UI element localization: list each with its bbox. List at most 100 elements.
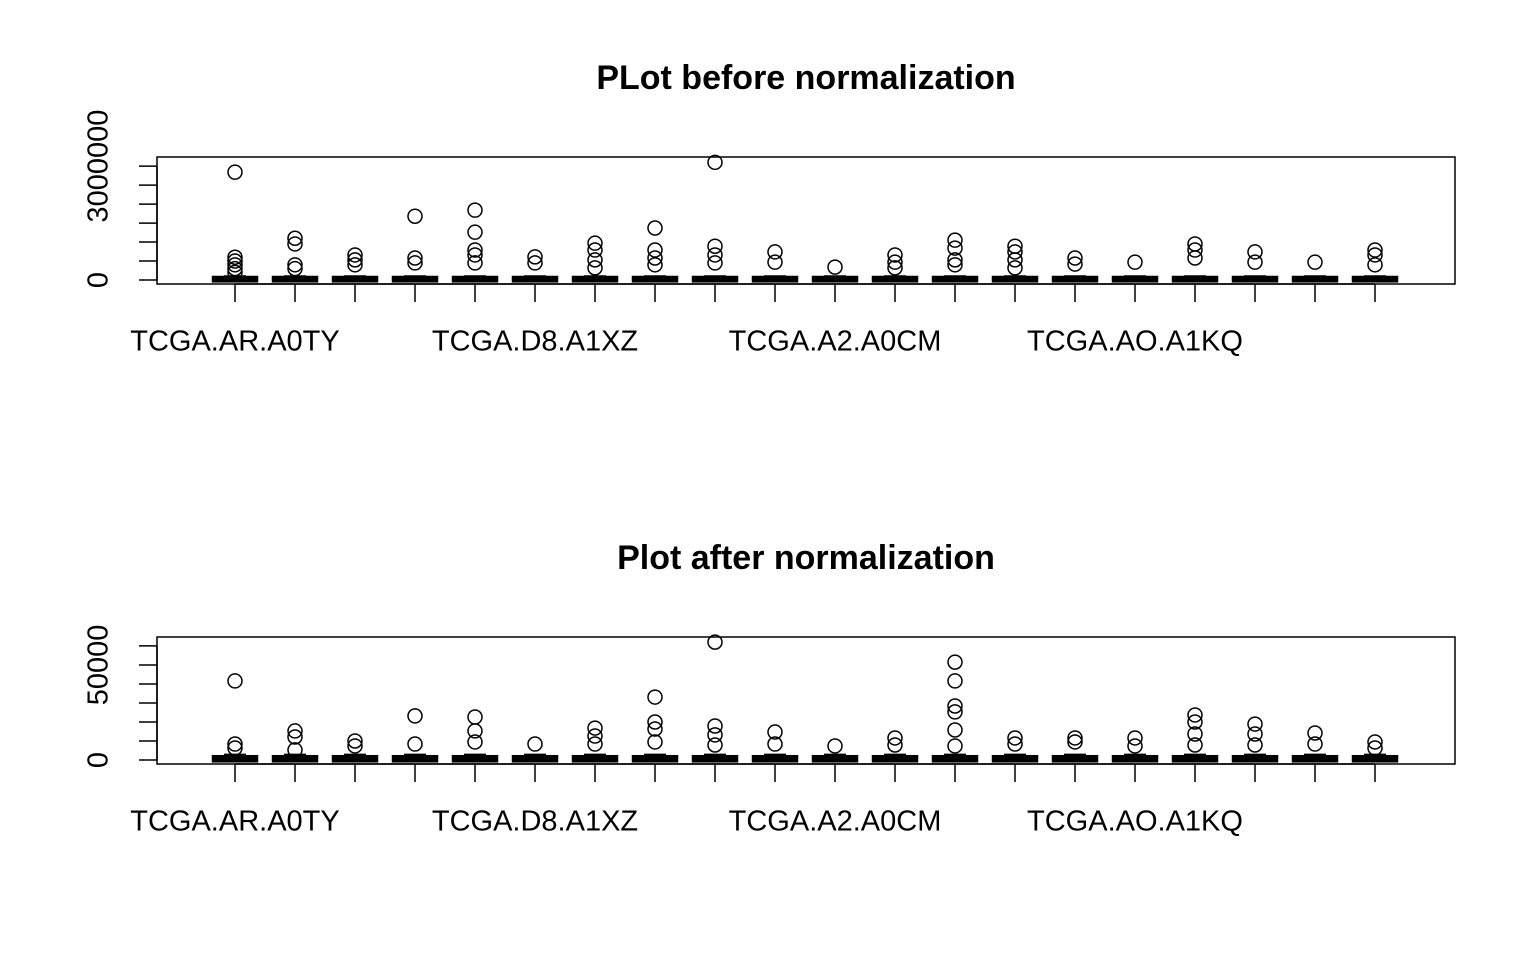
outlier	[287, 257, 303, 273]
x-tick-label: TCGA.D8.A1XZ	[432, 806, 638, 838]
outlier	[587, 260, 603, 276]
outlier	[227, 260, 243, 277]
outlier	[1187, 250, 1203, 266]
outlier	[647, 257, 663, 273]
outlier	[1067, 250, 1083, 266]
outlier	[587, 720, 603, 736]
x-tick-label: TCGA.AR.A0TY	[130, 326, 340, 358]
outlier	[707, 634, 723, 650]
y-tick-label: 0	[83, 752, 115, 768]
outlier	[1247, 726, 1263, 742]
outlier	[707, 238, 723, 254]
outlier	[947, 240, 963, 256]
outlier	[647, 734, 663, 750]
outlier	[887, 254, 903, 270]
outlier	[887, 730, 903, 746]
outlier	[1367, 740, 1383, 756]
outlier	[1307, 725, 1323, 741]
outlier	[527, 249, 543, 265]
outlier	[707, 247, 723, 263]
outlier	[467, 255, 483, 271]
outlier	[887, 260, 903, 276]
outlier	[947, 704, 963, 720]
outlier	[287, 230, 303, 246]
outlier	[587, 736, 603, 752]
outlier	[647, 242, 663, 258]
outlier	[1007, 260, 1023, 276]
outlier	[467, 734, 483, 750]
outlier	[647, 220, 663, 236]
outlier	[767, 736, 783, 752]
outlier	[407, 255, 423, 271]
outlier	[947, 257, 963, 273]
outlier	[227, 249, 243, 265]
outlier	[1187, 714, 1203, 730]
y-tick-label: 50000	[83, 625, 115, 706]
outlier	[227, 257, 243, 273]
outlier	[287, 723, 303, 739]
outlier	[947, 654, 963, 670]
outlier	[647, 721, 663, 737]
outlier	[1007, 252, 1023, 268]
outlier	[1247, 737, 1263, 753]
outlier	[347, 257, 363, 273]
outlier	[347, 738, 363, 754]
outlier	[347, 733, 363, 749]
chart-title: Plot after normalization	[617, 539, 995, 577]
outlier	[467, 247, 483, 263]
outlier	[1007, 736, 1023, 752]
x-tick-label: TCGA.A2.A0CM	[729, 326, 942, 358]
outlier	[707, 718, 723, 734]
outlier	[407, 736, 423, 752]
outlier	[227, 253, 243, 269]
outlier	[587, 235, 603, 251]
outlier	[707, 727, 723, 743]
outlier	[1307, 254, 1323, 270]
outlier	[947, 232, 963, 248]
outlier	[1367, 242, 1383, 258]
outlier	[1367, 247, 1383, 263]
outlier	[1187, 236, 1203, 252]
outlier	[227, 673, 243, 689]
outlier	[1187, 726, 1203, 742]
outlier	[407, 250, 423, 266]
outlier	[887, 247, 903, 263]
x-tick-label: TCGA.A2.A0CM	[729, 806, 942, 838]
x-tick-label: TCGA.AR.A0TY	[130, 806, 340, 838]
outlier	[287, 742, 303, 758]
outlier	[947, 673, 963, 689]
outlier	[1187, 737, 1203, 753]
outlier	[467, 709, 483, 725]
outlier	[947, 738, 963, 754]
y-tick-label: 0	[83, 272, 115, 288]
outlier	[1247, 244, 1263, 260]
outlier	[587, 728, 603, 744]
outlier	[827, 259, 843, 275]
outlier	[467, 723, 483, 739]
outlier	[947, 698, 963, 714]
x-tick-label: TCGA.AO.A1KQ	[1027, 806, 1243, 838]
outlier	[587, 252, 603, 268]
outlier	[1007, 244, 1023, 260]
outlier	[707, 154, 723, 171]
outlier	[287, 729, 303, 745]
outlier	[467, 224, 483, 240]
outlier	[1127, 730, 1143, 746]
outlier	[1187, 242, 1203, 258]
outlier	[527, 736, 543, 752]
x-tick-label: TCGA.D8.A1XZ	[432, 326, 638, 358]
outlier	[347, 252, 363, 268]
y-tick-label: 3000000	[83, 110, 115, 223]
outlier	[227, 264, 243, 281]
outlier	[707, 255, 723, 271]
outlier	[647, 689, 663, 705]
outlier	[707, 737, 723, 753]
outlier	[767, 244, 783, 260]
outlier	[1307, 736, 1323, 752]
outlier	[1247, 254, 1263, 270]
outlier	[467, 242, 483, 258]
outlier	[1067, 734, 1083, 750]
outlier	[587, 242, 603, 258]
outlier	[407, 708, 423, 724]
